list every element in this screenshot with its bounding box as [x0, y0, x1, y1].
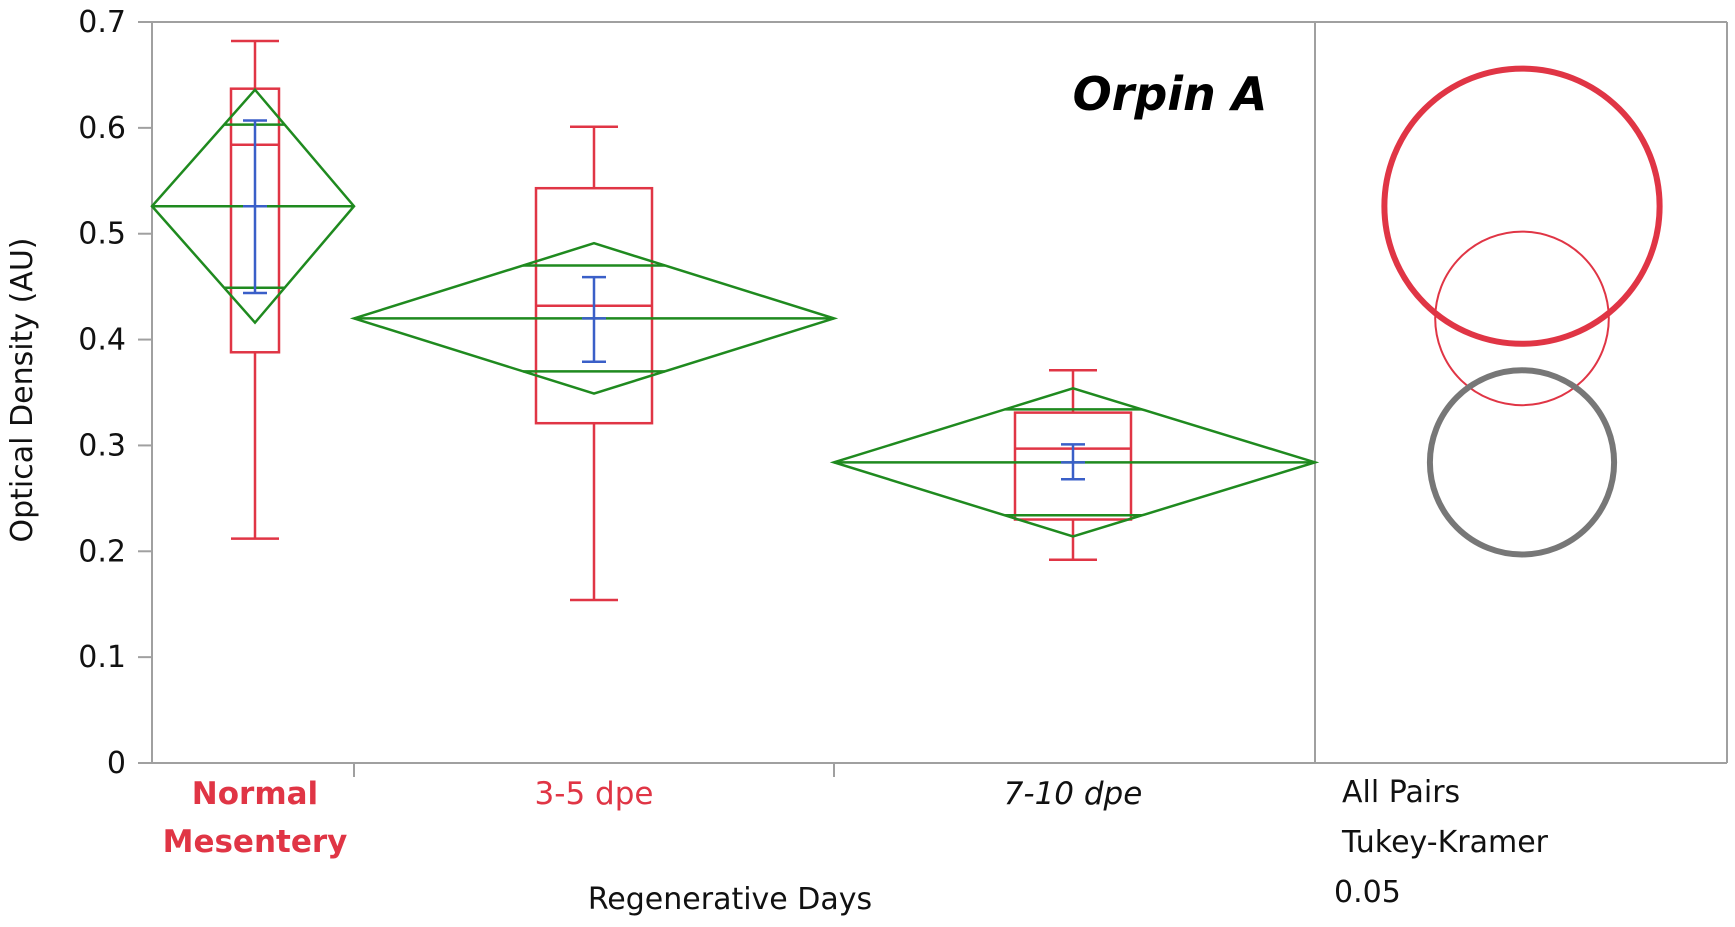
x-category-label: Mesentery [163, 824, 348, 860]
y-axis-title: Optical Density (AU) [5, 238, 40, 543]
box-iqr [1013, 411, 1133, 521]
x-category-label: 3-5 dpe [535, 776, 654, 812]
y-axis: 0 0.1 0.2 0.3 0.4 0.5 0.6 0.7 [78, 5, 152, 781]
group-markers [150, 39, 1320, 602]
comparison-label-line-1: All Pairs [1342, 775, 1460, 810]
x-category-label: 7-10 dpe [1004, 776, 1143, 812]
group-2 [349, 125, 839, 602]
y-tick-label: 0 [107, 746, 126, 781]
y-tick-label: 0.7 [78, 5, 126, 40]
y-tick-label: 0.1 [78, 640, 126, 675]
comparison-circle-1 [1381, 65, 1663, 347]
x-axis: Normal Mesentery 3-5 dpe 7-10 dpe [163, 763, 1143, 860]
y-tick-label: 0.2 [78, 534, 126, 569]
group-1 [150, 39, 356, 540]
y-tick-label: 0.4 [78, 323, 126, 358]
x-category-label: Normal [192, 776, 318, 812]
x-axis-title: Regenerative Days [588, 882, 872, 917]
group-3 [829, 369, 1320, 562]
y-tick-label: 0.3 [78, 428, 126, 463]
comparison-label-line-2: Tukey-Kramer [1341, 825, 1549, 860]
y-tick-label: 0.6 [78, 111, 126, 146]
chart-title: Orpin A [1073, 67, 1268, 121]
comparison-label-line-3: 0.05 [1334, 875, 1401, 910]
y-tick-label: 0.5 [78, 217, 126, 252]
comparison-circles [1381, 65, 1663, 558]
comparison-circle-2 [1434, 230, 1610, 407]
comparison-circle-3 [1426, 367, 1618, 558]
plot-frame [151, 21, 1728, 764]
